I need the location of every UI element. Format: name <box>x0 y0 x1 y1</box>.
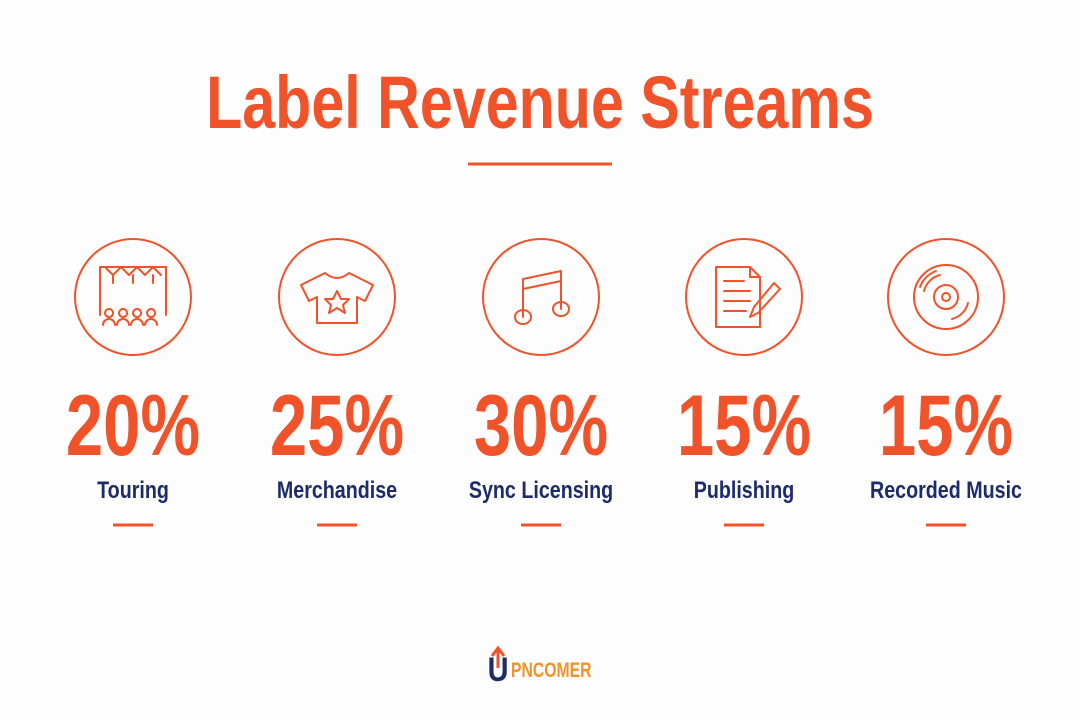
percentage: 20% <box>66 378 200 474</box>
label: Touring <box>97 476 169 503</box>
logo-text: PNCOMER <box>511 658 592 682</box>
logo: U PNCOMER <box>488 645 592 689</box>
icon-circle <box>482 238 600 356</box>
label-group: Recorded Music <box>870 476 1022 503</box>
item: 20%Touring <box>66 238 200 527</box>
percentage: 30% <box>474 378 608 474</box>
icon <box>715 266 781 328</box>
value-group: 25% <box>270 378 404 474</box>
icon-circle <box>278 238 396 356</box>
icon-circle <box>887 238 1005 356</box>
item: 25%Merchandise <box>270 238 404 527</box>
label-group: Touring <box>97 476 169 503</box>
title: Label Revenue Streams <box>206 62 874 145</box>
item: 15%Recorded Music <box>870 238 1022 527</box>
label: Sync Licensing <box>469 476 613 503</box>
percentage: 15% <box>879 378 1013 474</box>
logo-arrow <box>490 645 506 668</box>
icon <box>913 264 979 330</box>
label-group: Sync Licensing <box>469 476 613 503</box>
items: 20%Touring 25%Merchandise 30%Sync Licensin… <box>66 238 1022 527</box>
percentage: 25% <box>270 378 404 474</box>
label-group: Merchandise <box>277 476 397 503</box>
value-group: 30% <box>474 378 608 474</box>
label-group: Publishing <box>694 476 795 503</box>
icon-circle <box>74 238 192 356</box>
percentage: 15% <box>677 378 811 474</box>
label: Recorded Music <box>870 476 1022 503</box>
label: Publishing <box>694 476 795 503</box>
value-group: 15% <box>677 378 811 474</box>
icon <box>514 270 570 325</box>
value-group: 15% <box>879 378 1013 474</box>
icon <box>300 272 374 324</box>
item: 30%Sync Licensing <box>469 238 613 527</box>
label: Merchandise <box>277 476 397 503</box>
value-group: 20% <box>66 378 200 474</box>
icon-circle <box>685 238 803 356</box>
item: 15%Publishing <box>677 238 811 527</box>
icon <box>99 266 167 326</box>
logo-initial: U <box>488 650 509 689</box>
